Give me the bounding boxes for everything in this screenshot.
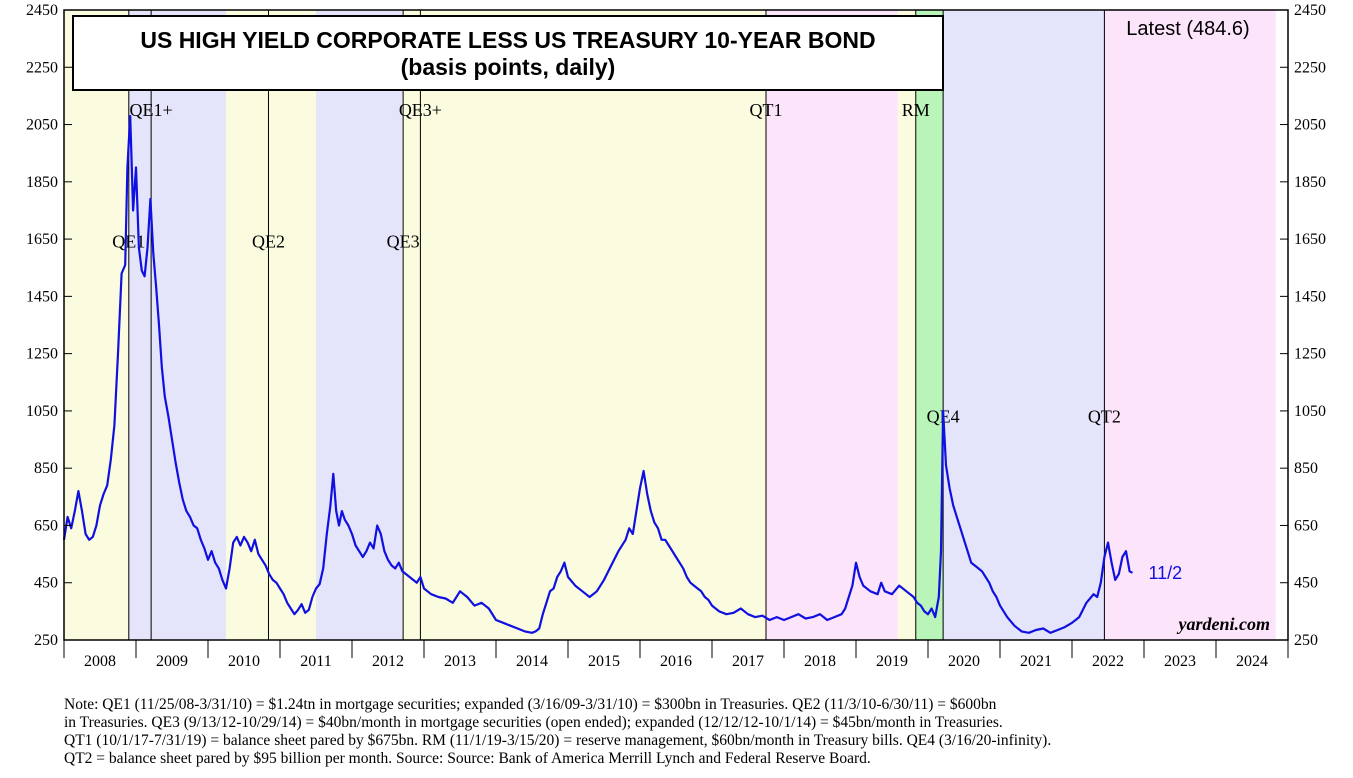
x-tick-label: 2014 (516, 653, 548, 670)
event-label: RM (902, 100, 930, 120)
y-tick-label-right: 2450 (1294, 2, 1326, 19)
x-tick-label: 2009 (156, 653, 188, 670)
y-tick-label-left: 1250 (26, 346, 58, 363)
y-tick-label-left: 2250 (26, 59, 58, 76)
y-tick-label-right: 1850 (1294, 174, 1326, 191)
y-tick-label-right: 850 (1294, 460, 1318, 477)
x-tick-label: 2010 (228, 653, 260, 670)
shaded-period (226, 10, 316, 640)
event-label: QE1 (112, 232, 145, 252)
shaded-periods (64, 10, 1276, 640)
y-tick-label-right: 1250 (1294, 346, 1326, 363)
y-tick-label-left: 1450 (26, 288, 58, 305)
footnote-line: QT2 = balance sheet pared by $95 billion… (64, 750, 871, 767)
footnote-line: Note: QE1 (11/25/08-3/31/10) = $1.24tn i… (64, 696, 997, 713)
shaded-period (897, 10, 916, 640)
source-watermark: yardeni.com (1177, 614, 1271, 634)
x-tick-label: 2018 (804, 653, 836, 670)
chart-title-box: US HIGH YIELD CORPORATE LESS US TREASURY… (72, 15, 944, 91)
y-tick-label-right: 1050 (1294, 403, 1326, 420)
x-tick-label: 2012 (372, 653, 404, 670)
shaded-period (64, 10, 129, 640)
shaded-period (943, 10, 1105, 640)
y-tick-label-right: 650 (1294, 517, 1318, 534)
x-tick-label: 2011 (300, 653, 331, 670)
x-tick-label: 2020 (948, 653, 980, 670)
series-line-hy-spread (62, 114, 1134, 634)
shaded-period (1104, 10, 1276, 640)
y-tick-label-left: 850 (34, 460, 58, 477)
latest-date-label: 11/2 (1148, 563, 1182, 583)
shaded-period (402, 10, 556, 640)
event-label: QE3 (387, 232, 420, 252)
y-tick-label-right: 1450 (1294, 288, 1326, 305)
x-tick-label: 2013 (444, 653, 476, 670)
y-tick-label-left: 1650 (26, 231, 58, 248)
y-tick-label-left: 2450 (26, 2, 58, 19)
event-label: QT1 (750, 100, 783, 120)
y-axis-ticks: 250 250 450 450 650 650 850 850 1050 1050 1250 1250… (26, 2, 1326, 649)
y-tick-label-left: 450 (34, 575, 58, 592)
x-tick-label: 2022 (1092, 653, 1124, 670)
plot-frame (63, 9, 1289, 641)
y-tick-label-right: 2250 (1294, 59, 1326, 76)
x-tick-label: 2019 (876, 653, 908, 670)
y-tick-label-left: 250 (34, 632, 58, 649)
event-label: QE1+ (130, 100, 173, 120)
event-lines (128, 10, 1105, 640)
event-label: QT2 (1088, 406, 1121, 426)
y-tick-label-left: 1050 (26, 403, 58, 420)
x-tick-label: 2008 (84, 653, 116, 670)
latest-value-label: Latest (484.6) (1126, 18, 1250, 40)
y-tick-label-right: 1650 (1294, 231, 1326, 248)
shaded-period (128, 10, 226, 640)
x-tick-label: 2016 (660, 653, 692, 670)
footnote-line: QT1 (10/1/17-7/31/19) = balance sheet pa… (64, 732, 1052, 749)
y-tick-label-left: 1850 (26, 174, 58, 191)
y-tick-label-left: 2050 (26, 117, 58, 134)
x-tick-label: 2021 (1020, 653, 1052, 670)
y-tick-label-right: 250 (1294, 632, 1318, 649)
shaded-period (555, 10, 766, 640)
x-tick-label: 2017 (732, 653, 764, 670)
x-tick-label: 2015 (588, 653, 620, 670)
y-tick-label-right: 2050 (1294, 117, 1326, 134)
y-tick-label-right: 450 (1294, 575, 1318, 592)
chart-title: US HIGH YIELD CORPORATE LESS US TREASURY… (140, 27, 876, 53)
event-label: QE3+ (399, 100, 442, 120)
x-tick-label: 2024 (1236, 653, 1268, 670)
x-axis-ticks: 2008 2009 2010 2011 2012 2013 2014 2015 2016 2017… (63, 640, 1289, 670)
shaded-period (316, 10, 403, 640)
event-label: QE2 (252, 232, 285, 252)
shaded-period (915, 10, 944, 640)
footnote-line: in Treasuries. QE3 (9/13/12-10/29/14) = … (64, 714, 1003, 731)
y-tick-label-left: 650 (34, 517, 58, 534)
x-tick-label: 2023 (1164, 653, 1196, 670)
footnote: Note: QE1 (11/25/08-3/31/10) = $1.24tn i… (64, 696, 1344, 768)
chart-subtitle: (basis points, daily) (400, 54, 616, 80)
shaded-period (766, 10, 898, 640)
